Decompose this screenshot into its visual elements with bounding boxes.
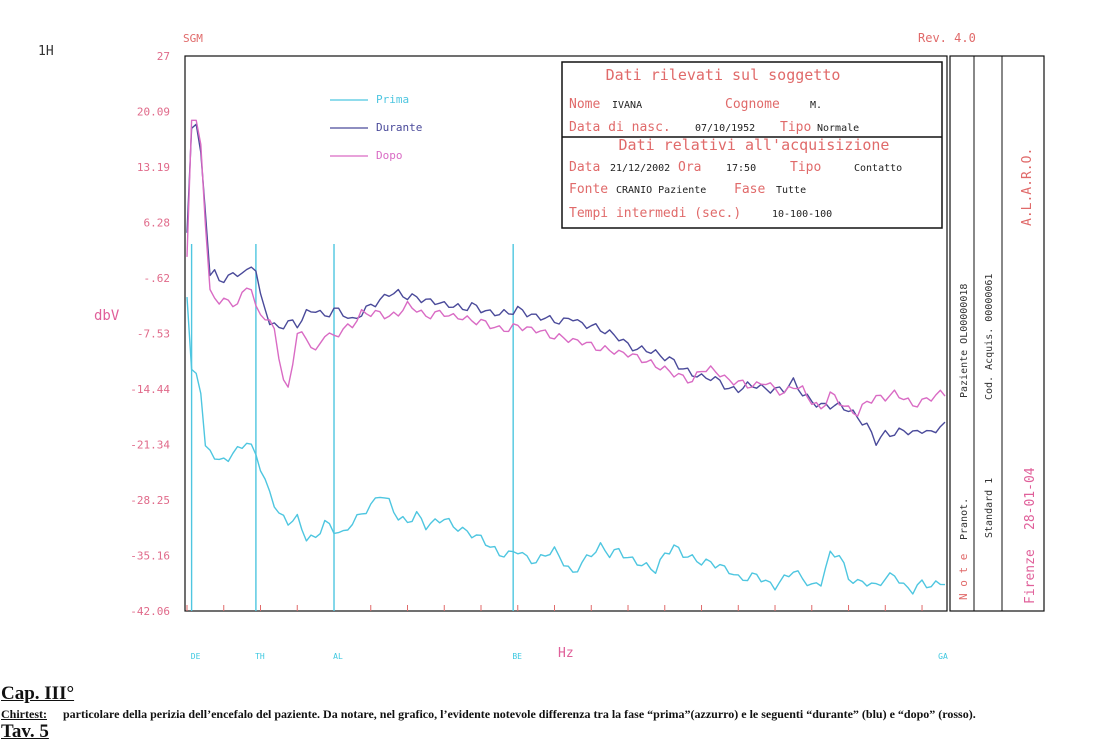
caption-label: Chirtest: — [1, 707, 47, 721]
nasc-label: Data di nasc. — [569, 120, 671, 135]
fonte-value: CRANIO Paziente — [616, 185, 706, 196]
tempi-label: Tempi intermedi (sec.) — [569, 206, 741, 221]
data-label: Data — [569, 160, 600, 175]
y-tick-label: 20.09 — [137, 106, 170, 119]
tavola-label: Tav. 5 — [1, 721, 49, 742]
alaro-label: A.L.A.R.O. — [1020, 148, 1035, 226]
y-tick-label: -28.25 — [130, 494, 170, 507]
series-line-prima — [186, 297, 946, 595]
y-tick-labels: 27 20.09 13.19 6.28 -.62 -7.53 -14.44 -21.34 -28… — [130, 50, 170, 618]
x-tick-marks — [186, 605, 923, 611]
legend-label-durante: Durante — [376, 121, 422, 134]
tipo-value: Normale — [817, 123, 859, 134]
band-label-be: BE — [512, 652, 522, 661]
y-tick-label: -7.53 — [137, 328, 170, 341]
tipo2-label: Tipo — [790, 160, 821, 175]
caption-body: particolare della perizia dell’encefalo … — [62, 707, 976, 721]
y-tick-label: -.62 — [144, 272, 171, 285]
band-label-ga: GA — [938, 652, 948, 661]
y-tick-label: 13.19 — [137, 161, 170, 174]
firenze-label: Firenze — [1023, 549, 1038, 604]
side-panel-frame — [949, 55, 1045, 612]
legend-label-prima: Prima — [376, 93, 409, 106]
tipo-label: Tipo — [780, 120, 811, 135]
x-axis-label: Hz — [558, 646, 574, 661]
y-tick-label: 6.28 — [144, 217, 171, 230]
info-box: Dati rilevati sul soggetto Nome IVANA Co… — [561, 61, 943, 229]
info-box-frame — [561, 61, 943, 229]
cognome-value: M. — [810, 100, 822, 111]
caption-text: Chirtest: particolare della perizia dell… — [1, 707, 976, 722]
band-label-al: AL — [333, 652, 343, 661]
ora-label: Ora — [678, 160, 701, 175]
series-lines — [186, 119, 946, 595]
ora-value: 17:50 — [726, 163, 756, 174]
pranot-label: Pranot. — [959, 498, 970, 540]
nasc-value: 07/10/1952 — [695, 123, 755, 134]
revision-label: Rev. 4.0 — [918, 31, 976, 45]
band-label-th: TH — [255, 652, 265, 661]
nome-value: IVANA — [612, 100, 642, 111]
cognome-label: Cognome — [725, 97, 780, 112]
standard-label: Standard 1 — [984, 478, 995, 538]
y-axis-label: dbV — [94, 308, 120, 324]
sgm-label: SGM — [183, 32, 203, 45]
plot-frame — [184, 55, 948, 612]
note-label: N o t e — [957, 554, 970, 600]
series-line-dopo — [186, 119, 946, 417]
band-label-de: DE — [191, 652, 201, 661]
side-panel: A.L.A.R.O. N o t e Pranot. Paziente OL00… — [949, 55, 1045, 612]
y-tick-label: -42.06 — [130, 605, 170, 618]
data-value: 21/12/2002 — [610, 163, 670, 174]
paziente-label: Paziente OL00000018 — [959, 284, 970, 398]
page-id: 1H — [38, 44, 54, 59]
y-tick-label: 27 — [157, 50, 170, 63]
cod-acquis-label: Cod. Acquis. 00000061 — [984, 274, 995, 400]
tempi-value: 10-100-100 — [772, 209, 832, 220]
band-labels: DE TH AL BE GA — [191, 652, 948, 661]
nome-label: Nome — [569, 97, 600, 112]
date-label: 28-01-04 — [1023, 467, 1038, 530]
fase-value: Tutte — [776, 185, 806, 196]
info-title-subject: Dati rilevati sul soggetto — [606, 66, 841, 84]
fonte-label: Fonte — [569, 182, 608, 197]
tipo2-value: Contatto — [854, 163, 902, 174]
info-title-acquisition: Dati relativi all'acquisizione — [619, 136, 890, 154]
y-tick-label: -21.34 — [130, 439, 170, 452]
legend: Prima Durante Dopo — [330, 93, 422, 162]
fase-label: Fase — [734, 182, 765, 197]
y-tick-label: -35.16 — [130, 550, 170, 563]
y-tick-label: -14.44 — [130, 383, 170, 396]
chart-canvas: 1H SGM Rev. 4.0 dbV 27 20.09 13.19 6.28 -.62… — [38, 31, 1045, 661]
legend-label-dopo: Dopo — [376, 149, 403, 162]
chapter-title: Cap. III° — [1, 683, 75, 704]
